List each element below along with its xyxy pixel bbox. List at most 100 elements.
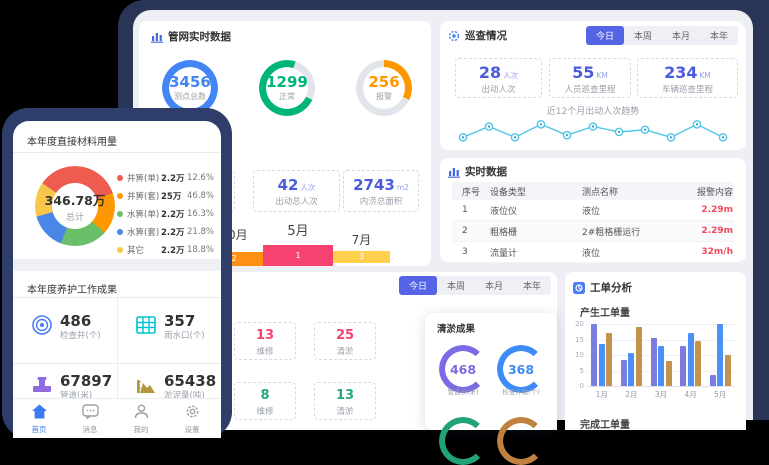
gauge-label: 检查井数(个) [502, 388, 540, 396]
stat-unit: KM [699, 71, 711, 80]
patrol-tab-group: 今日 本周 本月 本年 [586, 26, 738, 45]
gridline [587, 324, 735, 325]
col-header: 报警内容 [696, 187, 733, 198]
tab-today[interactable]: 今日 [586, 26, 624, 45]
achievement-value: 486 [60, 312, 92, 330]
chart2-title: 完成工单量 [580, 420, 630, 431]
bar-series-3 [606, 333, 613, 386]
bar-series-1 [591, 324, 598, 386]
x-tick-label: 3月 [654, 390, 668, 399]
gauge-label: 测点总数 [174, 92, 206, 101]
tab-week[interactable]: 本周 [446, 282, 465, 292]
stat-box-dredge-1: 25 清淤 [314, 322, 376, 360]
stat-box-person-km: 55 KM 人员巡查里程 [549, 58, 631, 98]
stat-box-patrol-people: 28 人次 出动人次 [455, 58, 542, 98]
achievement-card-title: 本年度养护工作成果 [27, 285, 117, 296]
ring [162, 60, 218, 116]
legend-name: 水箅(单) [127, 210, 160, 220]
x-tick-label: 2月 [625, 390, 638, 399]
cell-point: 液位 [582, 206, 601, 217]
legend-dot [117, 175, 123, 181]
material-card-title: 本年度直接材料用量 [27, 137, 117, 148]
work-order-icon [573, 281, 585, 294]
divider [13, 152, 221, 153]
achievement-label: 检查井(个) [60, 331, 101, 341]
tab-today[interactable]: 今日 [399, 276, 437, 295]
stat-value: 2743 [353, 176, 395, 194]
cell-alarm: 2.29m [701, 226, 733, 236]
dredge-results-panel: 清淤成果 468 管道长(米) 368 检查井数(个) [425, 313, 557, 465]
x-tick-label: 4月 [684, 390, 697, 399]
stat-box-repair-2: 8 维修 [234, 382, 296, 420]
stat-label: 清淤 [336, 407, 354, 417]
y-tick-label: 10 [575, 351, 584, 359]
gauge-normal: 1299 正常 [259, 60, 315, 116]
gauge-alarm: 256 报警 [356, 60, 412, 116]
stat-unit: 人次 [300, 183, 316, 192]
bar-chart-icon [448, 166, 460, 178]
y-tick-label: 5 [579, 366, 584, 375]
donut-center-label: 总计 [65, 212, 84, 223]
ring [259, 60, 315, 116]
gauge-value: 368 [507, 361, 535, 377]
dredge-panel-title: 清淤成果 [437, 324, 476, 335]
arc-ring [439, 417, 487, 465]
legend-item: 井箅(套) 25万 46.8% [117, 190, 214, 202]
achievement-value: 65438 [164, 372, 217, 390]
section-gap [13, 259, 221, 271]
cell-device: 粗格栅 [490, 227, 518, 238]
stat-label: 出动人次 [481, 85, 516, 95]
y-tick-label: 20 [575, 320, 584, 328]
dashboard: 管网实时数据 3456 测点总数 1299 正常 256 报警 42 人次 出动总人次 … [133, 10, 753, 465]
rank-bar-3: 3 [333, 251, 390, 263]
concentric-well-icon [31, 314, 53, 340]
table-row: 3 流量计 液位 32m/h [452, 242, 734, 263]
gauge-label: 正常 [279, 92, 295, 101]
y-tick-label: 15 [575, 335, 584, 344]
legend-name: 其它 [127, 246, 145, 256]
tab-week[interactable]: 本周 [633, 32, 652, 42]
alarm-table: 序号 设备类型 测点名称 报警内容 1 液位仪 液位 2.29m 2 粗格栅 2… [452, 182, 734, 263]
cell-seq: 3 [462, 247, 468, 257]
stat-value: 8 [260, 388, 270, 403]
work-tab-group: 今日 本周 本月 本年 [399, 276, 551, 295]
achievement-value: 357 [164, 312, 196, 330]
gauge-value: 256 [368, 73, 400, 91]
cell-seq: 2 [462, 226, 468, 236]
stat-unit: KM [596, 71, 608, 80]
gauge-label: 管道长(米) [447, 388, 479, 396]
cell-device: 液位仪 [490, 206, 518, 217]
cell-point: 液位 [582, 248, 601, 259]
pipe-card-title: 管网实时数据 [168, 31, 231, 43]
user-icon [134, 404, 149, 423]
achievement-pipeline: 67897 管道(米) [31, 373, 112, 401]
table-row: 2 粗格栅 2#粗格栅运行 2.29m [452, 221, 734, 242]
arc-ring [497, 417, 545, 465]
donut-ring [35, 166, 115, 246]
tab-month[interactable]: 本月 [671, 32, 690, 42]
bar-series-2 [658, 345, 664, 386]
material-donut-chart: 346.78万 总计 [35, 166, 115, 246]
pipe-icon [31, 374, 53, 400]
stat-box-dispatch-total: 42 人次 出动总人次 [253, 170, 340, 212]
legend-item: 水箅(单) 2.2万 16.3% [117, 208, 214, 220]
bar-series-1 [709, 375, 716, 386]
achievement-sludge: 65438 淤泥量(吨) [135, 373, 216, 401]
gauge-partial-green [439, 417, 487, 465]
tab-year[interactable]: 本年 [709, 32, 728, 42]
patrol-trend-line-chart [458, 120, 728, 142]
legend-name: 水箅(套) [127, 228, 160, 238]
stat-value: 28 [478, 63, 502, 82]
col-header: 序号 [462, 187, 481, 198]
tab-year[interactable]: 本年 [522, 282, 541, 292]
col-header: 设备类型 [490, 187, 527, 198]
gauge-well-count: 368 检查井数(个) [497, 345, 545, 396]
bar-series-1 [620, 359, 627, 386]
rank-month-label: 7月 [351, 233, 372, 247]
gauge-pipe-length: 468 管道长(米) [439, 345, 487, 396]
tab-month[interactable]: 本月 [484, 282, 503, 292]
col-header: 测点名称 [582, 187, 619, 198]
bar-series-3 [695, 341, 702, 386]
stat-box-vehicle-km: 234 KM 车辆巡查里程 [637, 58, 738, 98]
